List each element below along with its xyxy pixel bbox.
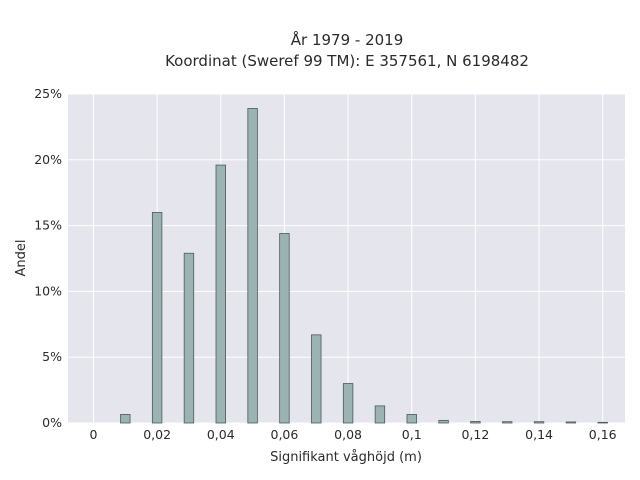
y-tick-label: 20% [34, 152, 62, 167]
x-axis-label: Signifikant våghöjd (m) [270, 450, 422, 465]
bar [311, 334, 322, 424]
y-tick-label: 25% [34, 86, 62, 101]
x-tick-labels: 0 0,02 0,04 0,06 0,08 0,1 0,12 0,14 0,16 [89, 427, 616, 442]
y-tick-label: 15% [34, 218, 62, 233]
bar [597, 421, 608, 424]
bar [533, 421, 545, 424]
x-tick-label: 0,14 [525, 427, 553, 442]
x-tick-label: 0,02 [143, 427, 171, 442]
bar [247, 108, 258, 424]
bar [565, 421, 577, 424]
y-tick-label: 5% [42, 349, 62, 364]
bars-group [120, 108, 608, 424]
chart-subtitle: Koordinat (Sweref 99 TM): E 357561, N 61… [165, 52, 529, 70]
bar [279, 233, 290, 424]
bar [438, 419, 449, 424]
y-axis-label: Andel [14, 240, 29, 277]
x-tick-label: 0,12 [461, 427, 489, 442]
bar [151, 212, 163, 424]
bar [470, 421, 481, 424]
y-tick-label: 10% [34, 283, 62, 298]
plot-area [68, 94, 625, 423]
bar [215, 164, 226, 424]
x-tick-label: 0 [89, 427, 97, 442]
x-tick-label: 0,16 [589, 427, 617, 442]
y-tick-labels: 0% 5% 10% 15% 20% 25% [34, 86, 62, 430]
bar [374, 405, 386, 424]
x-tick-label: 0,04 [207, 427, 235, 442]
bar [406, 414, 417, 424]
chart-title: År 1979 - 2019 [291, 30, 404, 49]
bar [183, 252, 195, 424]
y-tick-label: 0% [42, 415, 62, 430]
x-tick-label: 0,06 [271, 427, 299, 442]
bar [502, 421, 513, 424]
x-tick-label: 0,08 [334, 427, 362, 442]
bar [120, 414, 131, 424]
x-tick-label: 0,1 [402, 427, 422, 442]
bar [342, 383, 354, 424]
